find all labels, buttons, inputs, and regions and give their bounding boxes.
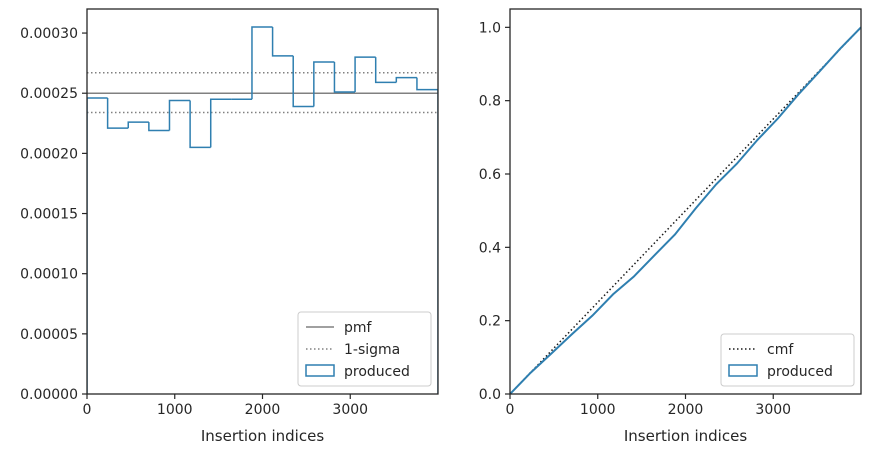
legend-box: [720, 333, 855, 387]
y-tick-label: 0.00030: [20, 26, 78, 42]
y-tick-label: 0.00000: [20, 387, 78, 403]
x-axis-label: Insertion indices: [624, 427, 747, 445]
y-tick-label: 0.2: [479, 314, 501, 330]
histogram-bin: [333, 61, 356, 93]
histogram-bin: [87, 97, 108, 394]
legend-swatch-produced: [728, 364, 758, 377]
plot-area: [510, 26, 861, 394]
histogram-bin: [251, 26, 273, 100]
x-tick-label: 1000: [157, 402, 193, 418]
legend-label: cmf: [767, 342, 794, 358]
x-tick-label: 3000: [755, 402, 791, 418]
histogram-bin: [127, 121, 149, 129]
histogram-bin: [313, 61, 335, 107]
y-tick-label: 0.8: [479, 94, 501, 110]
y-tick-label: 0.00005: [20, 327, 78, 343]
y-tick-label: 0.6: [479, 167, 501, 183]
histogram-bin: [292, 55, 314, 108]
histogram-bin: [271, 27, 294, 57]
x-tick-label: 2000: [245, 402, 281, 418]
histogram-bin: [416, 77, 438, 394]
histogram-bin: [354, 56, 376, 93]
x-tick-label: 0: [83, 402, 92, 418]
y-tick-label: 0.00015: [20, 207, 78, 223]
legend-label: produced: [767, 364, 833, 380]
produced-line: [510, 26, 861, 394]
legend: pmf 1-sigma produced: [297, 311, 432, 387]
x-tick-label: 2000: [668, 402, 704, 418]
cmf-line: [510, 26, 861, 394]
histogram-bin: [189, 100, 211, 149]
y-tick-label: 0.4: [479, 240, 501, 256]
plot-area: [87, 26, 438, 394]
legend-label: pmf: [344, 320, 373, 336]
legend-label: 1-sigma: [344, 342, 400, 358]
histogram-bin: [148, 122, 170, 132]
histogram-bin: [395, 76, 417, 83]
legend: cmf produced: [720, 333, 855, 387]
histogram-bin: [106, 98, 129, 129]
histogram-bin: [374, 57, 397, 84]
x-tick-label: 0: [506, 402, 515, 418]
y-tick-label: 0.0: [479, 387, 501, 403]
legend-box: [297, 311, 432, 387]
y-tick-label: 0.00025: [20, 86, 78, 102]
x-tick-label: 1000: [580, 402, 616, 418]
chart-panel-1: 0 1000 2000 3000 0.00000 0.00005 0.00010 0.0001…: [20, 8, 439, 445]
histogram-bin: [168, 99, 191, 131]
y-tick-label: 0.00020: [20, 146, 78, 162]
x-axis-label: Insertion indices: [201, 427, 324, 445]
y-tick-label: 0.00010: [20, 267, 78, 283]
y-tick-label: 1.0: [479, 20, 501, 36]
legend-swatch-produced: [305, 364, 335, 377]
chart-panel-2: 0 1000 2000 3000 0.0 0.2 0.4 0.6 0.8 1.0 Insertion…: [479, 8, 862, 445]
legend-label: produced: [344, 364, 410, 380]
x-tick-label: 3000: [332, 402, 368, 418]
histogram-bin: [209, 98, 232, 148]
